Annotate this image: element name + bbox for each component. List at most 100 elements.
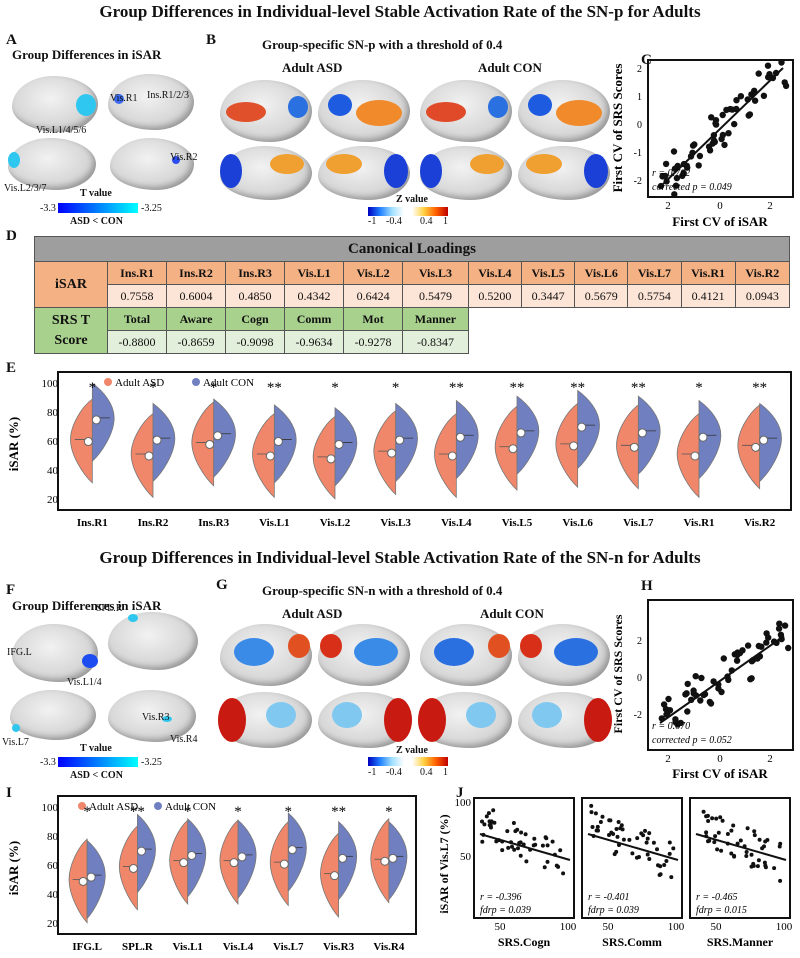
scatter-point (662, 160, 670, 168)
j-point (480, 839, 485, 844)
loading-cell: 0.4342 (284, 284, 345, 308)
j-point (765, 838, 770, 842)
activation-blob (270, 154, 304, 174)
ytick-label: 80 (47, 407, 59, 419)
category-label: SPL.R (122, 941, 154, 953)
j-point (669, 875, 674, 880)
violin-con (91, 382, 115, 463)
j-point (712, 840, 717, 845)
colorbar-g-tick-3: 0.4 (420, 767, 433, 778)
ytick-label: 40 (47, 465, 59, 477)
median-dot-asd (265, 451, 275, 461)
significance-marker: * (184, 804, 192, 820)
label-vis-l237: Vis.L2/3/7 (4, 183, 47, 194)
label-vis-r3: Vis.R3 (142, 712, 170, 723)
scatter-point (692, 673, 699, 680)
panel-j: iSAR of Vis.L7 (%) r = -0.396 fdrp = 0.03… (437, 797, 793, 949)
median-dot-asd (326, 454, 336, 464)
violin-con (455, 399, 479, 480)
srs-cell: Total (106, 307, 168, 331)
j-point (749, 864, 754, 869)
scatter-point (691, 141, 698, 148)
brain-b-con-medial-l (420, 146, 512, 200)
colorbar-b (368, 207, 448, 216)
median-dot-con (637, 428, 647, 438)
violin-asd (219, 819, 239, 906)
j-point (500, 848, 505, 853)
median-dot-asd (179, 858, 189, 868)
activation-blob (584, 698, 612, 742)
violin-chart-e: Adult ASD Adult CON iSAR (%) 100 80 60 40 20… (6, 371, 792, 529)
scatter-point (723, 106, 730, 114)
panel-a-letter: A (6, 32, 17, 48)
j-point (482, 822, 487, 827)
activation-blob (82, 654, 98, 668)
j-point (545, 859, 550, 864)
colorbar-f-label: T value (80, 743, 112, 754)
j-point (511, 821, 516, 825)
panel-g-right-label: Adult CON (480, 606, 544, 621)
j-point (615, 834, 620, 839)
median-dot-asd (78, 876, 88, 886)
activation-blob (266, 702, 296, 728)
j-point (745, 826, 750, 831)
j-point (658, 864, 663, 869)
violin-asd (494, 405, 518, 492)
brain-f-lateral-right (108, 612, 198, 670)
j-ylabel: iSAR of Vis.L7 (%) (437, 814, 451, 913)
j-point (658, 872, 663, 877)
j-point (487, 823, 492, 828)
scatter-point (731, 120, 738, 128)
j-fdrp: fdrp = 0.039 (588, 905, 639, 916)
c-ytick-4: -1 (634, 148, 642, 159)
c-ytick-3: 0 (637, 120, 642, 131)
category-label: Vis.L4 (223, 941, 254, 953)
activation-blob (384, 698, 412, 742)
panel-g-title: Group-specific SN-n with a threshold of … (262, 583, 503, 598)
j-xtick: 100 (560, 921, 577, 933)
panel-a-title: Group Differences in iSAR (12, 47, 162, 62)
colorbar-g-tick-2: -0.4 (386, 767, 402, 778)
colorbar-a-min: -3.3 (40, 203, 56, 214)
median-dot-con (213, 431, 223, 441)
scatter-h-fit-line (659, 635, 785, 724)
colorbar-g-label: Z value (396, 745, 428, 756)
violin-con (395, 402, 418, 483)
j-point (719, 848, 724, 853)
j-point (772, 866, 777, 871)
srs-cell: Cogn (225, 307, 286, 331)
activation-blob (584, 154, 608, 188)
brain-f-lateral-left (12, 624, 98, 682)
j-r: r = -0.396 (480, 892, 521, 903)
significance-marker: ** (752, 380, 767, 396)
median-dot-con (759, 435, 769, 445)
scatter-point (679, 172, 686, 179)
colorbar-f (58, 757, 138, 767)
panel-b-letter: B (206, 32, 217, 48)
violin-con (152, 402, 176, 483)
j-point (550, 839, 555, 844)
j-ytick: 100 (455, 797, 472, 809)
j-point (600, 814, 605, 819)
scatter-point (710, 678, 717, 685)
scatter-h-frame (647, 599, 794, 751)
scatter-point (697, 697, 704, 704)
j-point (706, 819, 711, 823)
j-xtick: 100 (776, 921, 793, 933)
significance-marker: ** (570, 380, 585, 396)
loading-cell: 0.7558 (106, 284, 168, 308)
violin-con (577, 389, 600, 470)
scatter-point (674, 721, 681, 728)
median-dot-asd (508, 444, 518, 454)
j-r: r = -0.401 (588, 892, 629, 903)
median-dot-asd (279, 859, 289, 869)
srs-cell: Mot (343, 307, 404, 331)
e-frame (57, 371, 792, 511)
scatter-point (712, 120, 719, 127)
loading-cell: 0.5679 (574, 284, 629, 308)
j-point (593, 811, 598, 816)
j-point (513, 829, 518, 834)
colorbar-a (58, 203, 138, 213)
ytick-label: 60 (47, 436, 59, 448)
scatter-point (734, 651, 741, 659)
